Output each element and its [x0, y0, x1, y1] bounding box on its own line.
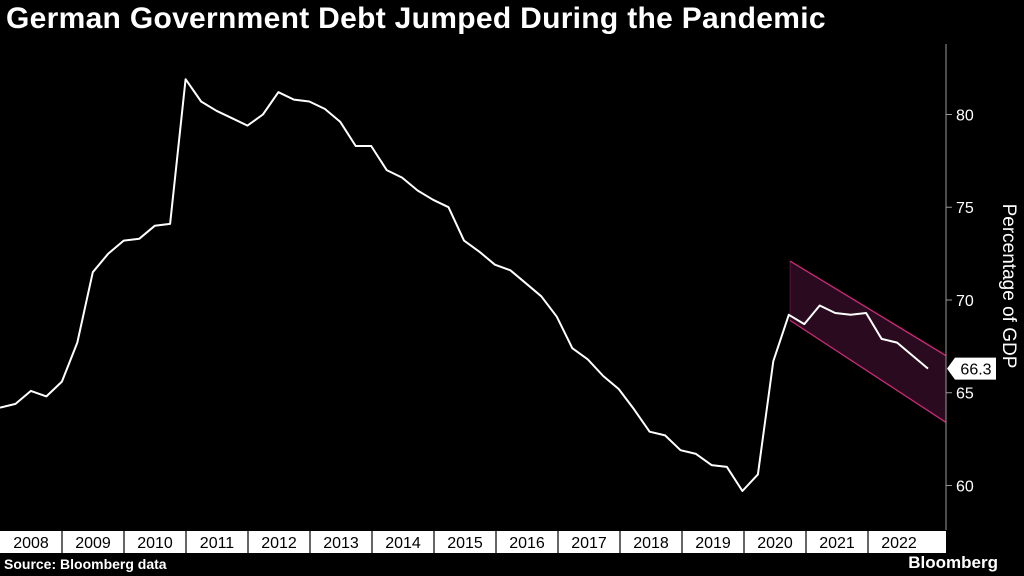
x-axis: 2008 2009 2010 2011 2012 2013 2014 2015 2016 2017… [0, 531, 946, 553]
y-tick-label: 65 [956, 386, 974, 403]
bloomberg-logo: Bloomberg [908, 553, 998, 572]
trend-channel [789, 260, 947, 423]
last-value-tag [947, 357, 996, 380]
x-tick-label: 2013 [323, 535, 359, 552]
y-axis: 60 65 70 75 80 [945, 44, 974, 530]
trend-channel-fill [790, 261, 946, 423]
last-value-label: 66.3 [960, 362, 991, 379]
trend-channel-lower [789, 319, 947, 423]
x-tick-label: 2016 [509, 535, 545, 552]
y-tick-label: 80 [956, 107, 974, 124]
x-tick-label: 2021 [819, 535, 855, 552]
y-tick-label: 60 [956, 478, 974, 495]
y-tick-label: 75 [956, 200, 974, 217]
y-axis-label: Percentage of GDP [998, 204, 1019, 369]
x-tick-label: 2022 [881, 535, 917, 552]
y-tick-label: 70 [956, 293, 974, 310]
x-tick-label: 2018 [633, 535, 669, 552]
last-value-callout: 66.3 [947, 357, 996, 380]
x-axis-band [0, 531, 946, 553]
x-tick-label: 2011 [200, 535, 235, 552]
series-line-group [0, 78, 929, 492]
x-tick-label: 2008 [13, 535, 49, 552]
x-tick-label: 2017 [571, 535, 607, 552]
trend-channel-upper [789, 260, 947, 357]
x-tick-label: 2020 [757, 535, 793, 552]
x-tick-label: 2012 [261, 535, 297, 552]
source-note: Source: Bloomberg data [4, 556, 167, 572]
x-tick-label: 2019 [695, 535, 731, 552]
x-tick-label: 2009 [75, 535, 111, 552]
chart-title: German Government Debt Jumped During the… [6, 2, 826, 35]
x-tick-label: 2010 [137, 535, 173, 552]
x-tick-label: 2015 [447, 535, 483, 552]
series-line-debt [0, 78, 929, 492]
x-tick-label: 2014 [385, 535, 421, 552]
